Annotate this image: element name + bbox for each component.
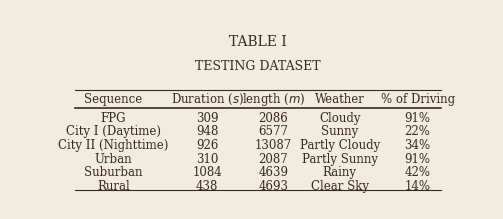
Text: City I (Daytime): City I (Daytime) (66, 125, 161, 138)
Text: 91%: 91% (404, 153, 431, 166)
Text: FPG: FPG (101, 112, 126, 125)
Text: 310: 310 (196, 153, 218, 166)
Text: TABLE I: TABLE I (229, 35, 287, 49)
Text: Rural: Rural (97, 180, 130, 193)
Text: Duration ($s$): Duration ($s$) (171, 92, 243, 107)
Text: TESTING DATASET: TESTING DATASET (195, 60, 320, 73)
Text: 2087: 2087 (259, 153, 288, 166)
Text: % of Driving: % of Driving (381, 93, 455, 106)
Text: 14%: 14% (404, 180, 431, 193)
Text: 2086: 2086 (259, 112, 288, 125)
Text: Cloudy: Cloudy (319, 112, 361, 125)
Text: Rainy: Rainy (322, 166, 357, 179)
Text: 1084: 1084 (192, 166, 222, 179)
Text: Partly Sunny: Partly Sunny (302, 153, 378, 166)
Text: 4693: 4693 (259, 180, 288, 193)
Text: Partly Cloudy: Partly Cloudy (299, 139, 380, 152)
Text: 34%: 34% (404, 139, 431, 152)
Text: Sunny: Sunny (321, 125, 358, 138)
Text: Clear Sky: Clear Sky (311, 180, 369, 193)
Text: Suburban: Suburban (85, 166, 143, 179)
Text: 6577: 6577 (259, 125, 288, 138)
Text: 438: 438 (196, 180, 218, 193)
Text: Urban: Urban (95, 153, 132, 166)
Text: 13087: 13087 (255, 139, 292, 152)
Text: Sequence: Sequence (85, 93, 143, 106)
Text: 309: 309 (196, 112, 218, 125)
Text: 4639: 4639 (259, 166, 288, 179)
Text: length ($m$): length ($m$) (241, 91, 305, 108)
Text: 22%: 22% (405, 125, 431, 138)
Text: 948: 948 (196, 125, 218, 138)
Text: City II (Nighttime): City II (Nighttime) (58, 139, 169, 152)
Text: Weather: Weather (315, 93, 365, 106)
Text: 926: 926 (196, 139, 218, 152)
Text: 42%: 42% (404, 166, 431, 179)
Text: 91%: 91% (404, 112, 431, 125)
